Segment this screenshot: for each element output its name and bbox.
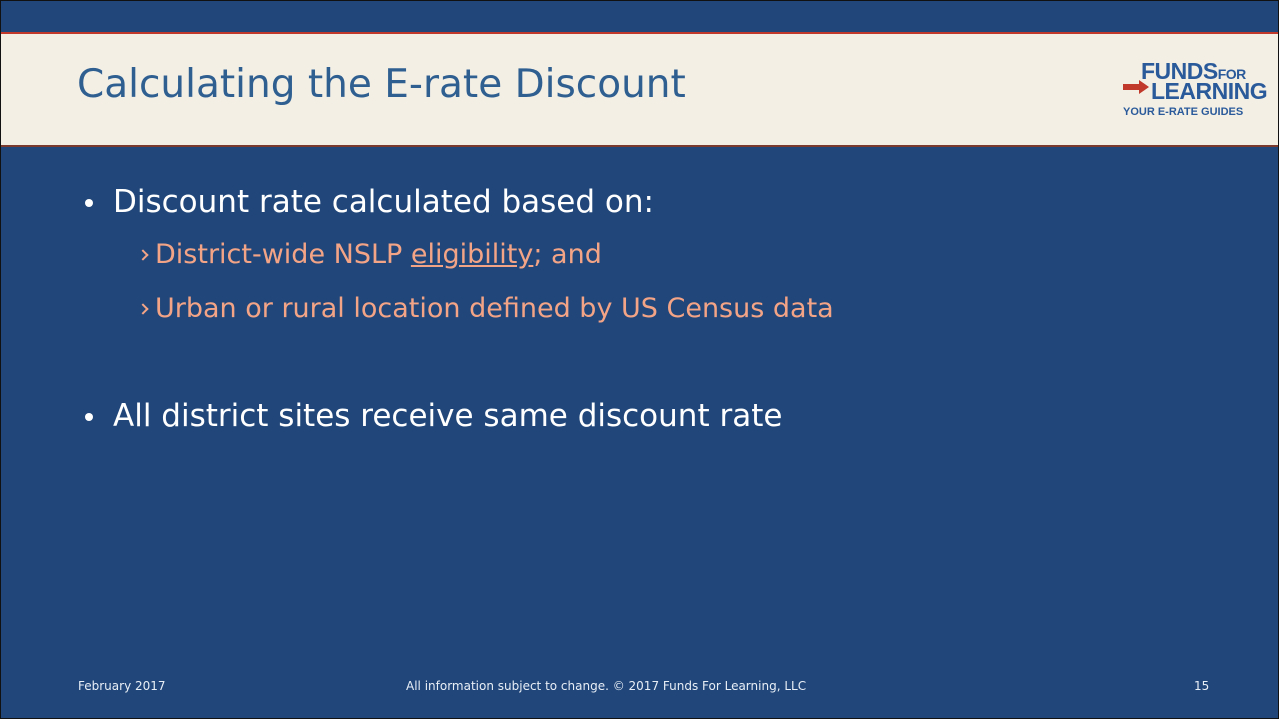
logo-brand: FUNDSFOR bbox=[1141, 58, 1246, 85]
header-band: Calculating the E-rate Discount FUNDSFOR… bbox=[1, 32, 1278, 147]
sub-bullet-text: Urban or rural location defined by US Ce… bbox=[155, 293, 834, 324]
link-text: eligibility bbox=[410, 239, 534, 270]
bullet: All district sites receive same discount… bbox=[1, 390, 1278, 442]
sub-bullet: Urban or rural location defined by US Ce… bbox=[1, 282, 1278, 336]
bullet-dot bbox=[85, 413, 93, 421]
sub-bullet-text: ; and bbox=[533, 239, 602, 270]
sub-bullet-marker bbox=[137, 303, 149, 315]
sub-bullet: District-wide NSLP eligibility; and bbox=[1, 228, 1278, 282]
logo-brand-text: FUNDS bbox=[1141, 58, 1218, 84]
logo: FUNDSFOR LEARNING YOUR E-RATE GUIDES bbox=[1123, 58, 1268, 124]
bullet-text: All district sites receive same discount… bbox=[113, 398, 783, 434]
logo-brand-small: FOR bbox=[1217, 66, 1247, 82]
sub-bullet-marker bbox=[137, 249, 149, 261]
footer-page: 15 bbox=[1194, 679, 1210, 693]
bullet: Discount rate calculated based on: bbox=[1, 176, 1278, 228]
bullet-text: Discount rate calculated based on: bbox=[113, 184, 654, 220]
logo-brand-line2: LEARNING bbox=[1151, 78, 1268, 104]
bullet-list: Discount rate calculated based on: Distri… bbox=[1, 176, 1278, 442]
slide-title: Calculating the E-rate Discount bbox=[77, 62, 686, 107]
logo-tagline: YOUR E-RATE GUIDES bbox=[1123, 106, 1244, 118]
spacer bbox=[1, 336, 1278, 390]
footer-notice: All information subject to change. © 201… bbox=[406, 679, 807, 693]
bullet-dot bbox=[85, 199, 93, 207]
footer-date: February 2017 bbox=[78, 679, 166, 693]
logo-arrow bbox=[1123, 80, 1149, 94]
sub-bullet-text: District-wide NSLP bbox=[155, 239, 411, 270]
